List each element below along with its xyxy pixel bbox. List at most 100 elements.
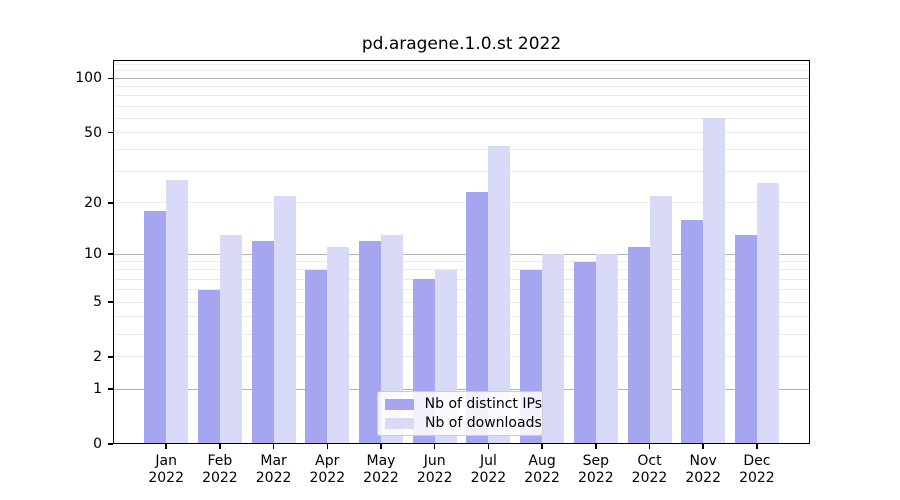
x-tick-mark: [541, 444, 543, 449]
x-tick-month: Jan: [155, 453, 177, 469]
x-tick-mark: [648, 444, 651, 449]
x-axis: Jan 2022 Feb 2022 Mar 2022 Apr 2022 May 2022 Jun 20…: [113, 444, 810, 500]
legend-item-downloads: Nb of downloads: [385, 415, 542, 431]
x-tick-month: Mar: [260, 453, 287, 469]
y-gridline-major: [113, 388, 810, 390]
y-gridline-minor: [113, 356, 810, 358]
x-tick-mark: [380, 444, 382, 449]
x-tick-month: Jul: [479, 453, 497, 469]
x-tick-year: 2022: [685, 470, 721, 486]
y-tick-label: 5: [93, 294, 102, 311]
x-tick-mark: [165, 444, 167, 449]
x-tick-mark: [702, 444, 704, 449]
bar-downloads: [273, 195, 296, 444]
y-tick-label: 2: [93, 348, 102, 365]
y-tick-label: 100: [75, 70, 102, 87]
x-tick-year: 2022: [470, 470, 507, 486]
y-gridline-minor: [113, 86, 810, 88]
y-gridline-minor: [113, 316, 810, 317]
y-gridline-minor: [113, 333, 810, 335]
plot-frame: [113, 60, 810, 444]
x-tick-month: Feb: [207, 453, 233, 469]
bar-distinct-ips: [359, 240, 381, 444]
y-gridline-major: [113, 253, 810, 255]
x-tick-year: 2022: [309, 470, 346, 486]
y-tick-label: 0: [93, 436, 102, 452]
x-tick-month: Apr: [315, 453, 340, 469]
y-gridline-minor: [113, 117, 810, 119]
x-tick-mark: [487, 444, 490, 449]
x-tick-month: Nov: [689, 453, 717, 469]
y-gridline-minor: [113, 105, 810, 107]
x-tick-label: Mar 2022: [242, 453, 306, 487]
bar-distinct-ips: [734, 234, 757, 444]
bar-distinct-ips: [305, 269, 328, 444]
legend: Nb of distinct IPs Nb of downloads: [377, 391, 543, 436]
x-tick-year: 2022: [416, 470, 453, 486]
y-tick-label: 10: [84, 246, 102, 263]
y-gridline-minor: [113, 95, 810, 97]
y-tick-mark: [108, 202, 113, 204]
x-tick-label: Jul 2022: [456, 453, 520, 487]
bar-downloads: [542, 254, 565, 444]
bar-downloads: [703, 118, 726, 444]
x-tick-month: Sep: [582, 453, 609, 469]
y-tick-label: 20: [84, 194, 102, 211]
x-tick-mark: [595, 444, 597, 449]
y-gridline-major: [113, 77, 810, 79]
x-tick-year: 2022: [524, 470, 560, 486]
bar-downloads: [488, 146, 511, 444]
x-tick-month: Aug: [528, 453, 556, 469]
x-tick-label: Jun 2022: [403, 453, 467, 487]
x-tick-month: Oct: [637, 453, 662, 469]
x-tick-year: 2022: [255, 470, 292, 486]
y-gridline-minor: [113, 202, 810, 204]
legend-swatch-ips-icon: [385, 398, 414, 410]
y-gridline-minor: [113, 289, 810, 291]
y-tick-mark: [108, 131, 113, 134]
legend-label-distinct-ips: Nb of distinct IPs: [424, 396, 542, 412]
bar-distinct-ips: [466, 192, 489, 444]
legend-item-distinct-ips: Nb of distinct IPs: [385, 396, 542, 412]
x-tick-label: Oct 2022: [618, 453, 682, 487]
legend-swatch-downloads-icon: [385, 417, 414, 429]
y-gridline-minor: [113, 70, 810, 72]
x-tick-mark: [219, 444, 221, 449]
plot-area: Nb of distinct IPs Nb of downloads: [113, 60, 810, 444]
bar-distinct-ips: [681, 219, 704, 444]
y-tick-label: 1: [93, 381, 102, 398]
x-tick-label: Dec 2022: [725, 453, 789, 487]
y-tick-label: 50: [84, 124, 102, 141]
x-tick-year: 2022: [202, 470, 238, 486]
bar-downloads: [166, 180, 189, 444]
bar-downloads: [327, 247, 350, 444]
bar-downloads: [595, 254, 618, 444]
bar-distinct-ips: [144, 210, 167, 444]
bar-downloads: [756, 182, 779, 444]
bar-distinct-ips: [251, 240, 274, 444]
x-tick-label: Aug 2022: [510, 453, 574, 487]
x-tick-month: May: [366, 453, 396, 469]
x-tick-label: Feb 2022: [188, 453, 252, 487]
x-tick-year: 2022: [631, 470, 668, 486]
y-tick-mark: [108, 388, 113, 390]
x-tick-year: 2022: [739, 470, 775, 486]
y-gridline-minor: [113, 149, 810, 151]
x-tick-year: 2022: [363, 470, 399, 486]
y-tick-mark: [108, 253, 113, 255]
x-tick-label: Sep 2022: [564, 453, 628, 487]
x-tick-mark: [756, 444, 758, 449]
y-tick-mark: [108, 77, 113, 80]
x-tick-month: Dec: [743, 453, 771, 469]
x-tick-label: Nov 2022: [671, 453, 735, 487]
bar-downloads: [649, 195, 672, 444]
x-tick-mark: [272, 444, 275, 449]
y-tick-mark: [108, 301, 113, 303]
y-gridline-minor: [113, 301, 810, 303]
legend-label-downloads: Nb of downloads: [425, 415, 542, 431]
bar-distinct-ips: [627, 247, 650, 444]
y-gridline-minor: [113, 261, 810, 263]
x-tick-label: Apr 2022: [295, 453, 359, 487]
x-tick-year: 2022: [577, 470, 614, 486]
